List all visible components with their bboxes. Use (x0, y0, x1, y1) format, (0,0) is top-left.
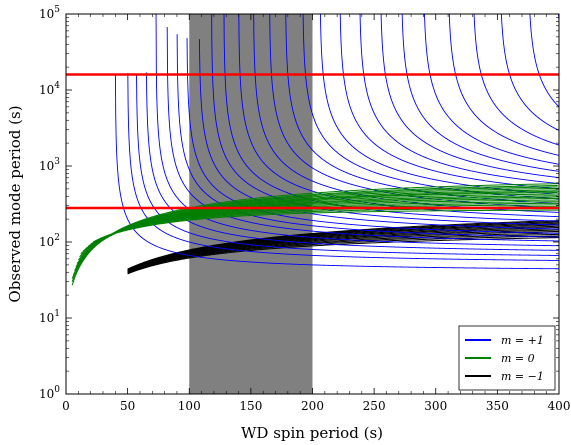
legend-label: m = +1 (501, 334, 544, 347)
series-m-minus1-curve-8 (127, 225, 559, 271)
series-m-plus1-curve-17 (339, 14, 559, 190)
series-m-plus1-curve-22 (448, 14, 559, 156)
y-tick-label: 105 (39, 5, 60, 21)
series-m0-curve-7 (77, 193, 559, 261)
series-m-plus1-curve-18 (359, 14, 559, 184)
series-m0-curve-3 (72, 187, 559, 276)
y-tick-label: 102 (39, 233, 60, 249)
x-tick-label: 150 (239, 399, 262, 413)
series-m-plus1-curve-23 (473, 14, 559, 146)
x-tick-label: 200 (301, 399, 324, 413)
y-tick-label: 100 (39, 385, 60, 401)
series-m-minus1-curve-6 (127, 228, 559, 272)
series-m-plus1-curve-19 (380, 14, 559, 179)
axes: 0 50 100 150 200 250 300 350 400 100 101 102 103 104 1… (39, 5, 570, 413)
series-m-plus1-curve-25 (529, 14, 559, 107)
x-tick-label: 300 (424, 399, 447, 413)
series-m-minus1-curve-2 (127, 233, 559, 274)
y-tick-label: 101 (39, 309, 60, 325)
series-m0-curve-9 (80, 196, 559, 255)
series-m-plus1-curve-10 (223, 14, 559, 222)
series-m-plus1-curve-5 (166, 27, 559, 242)
series-m-minus1-curve-7 (127, 226, 559, 272)
series-m0-curve-10 (82, 197, 559, 252)
series-m-plus1-curve-0 (114, 74, 559, 270)
y-axis-label: Observed mode period (s) (6, 105, 24, 302)
x-axis-label: WD spin period (s) (241, 424, 383, 442)
series-m0-curve-11 (85, 199, 559, 249)
series-m-plus1-curve-20 (401, 14, 559, 172)
series-m-plus1-curve-4 (155, 14, 559, 247)
y-tick-label: 104 (39, 81, 60, 97)
series-m-plus1-curve-1 (127, 73, 559, 261)
x-tick-label: 50 (120, 399, 135, 413)
series-m0-curve-17 (105, 209, 559, 238)
legend: m = +1 m = 0 m = −1 (458, 325, 556, 391)
series-m0-curve-2 (71, 186, 558, 279)
plot-area (66, 14, 559, 394)
legend-label: m = 0 (501, 352, 535, 365)
x-tick-label: 250 (363, 399, 386, 413)
series-m-plus1-curve-3 (145, 72, 559, 251)
series-m-minus1-curve-1 (127, 235, 559, 274)
legend-label: m = −1 (501, 370, 544, 383)
series-m-minus1-curve-5 (127, 229, 559, 272)
series-m-plus1-curve-21 (424, 14, 559, 165)
y-tick-label: 103 (39, 157, 60, 173)
series-m-minus1-curve-3 (127, 232, 559, 273)
x-tick-label: 400 (548, 399, 571, 413)
series-m-minus1-curve-13 (127, 220, 559, 270)
series-m-plus1-curve-9 (211, 14, 559, 226)
x-tick-label: 350 (486, 399, 509, 413)
series-m0-curve-12 (87, 201, 559, 247)
series-m-plus1-curve-2 (136, 73, 559, 256)
series-m0-curve-0 (71, 183, 558, 286)
x-tick-label: 100 (178, 399, 201, 413)
x-tick-label: 0 (62, 399, 70, 413)
